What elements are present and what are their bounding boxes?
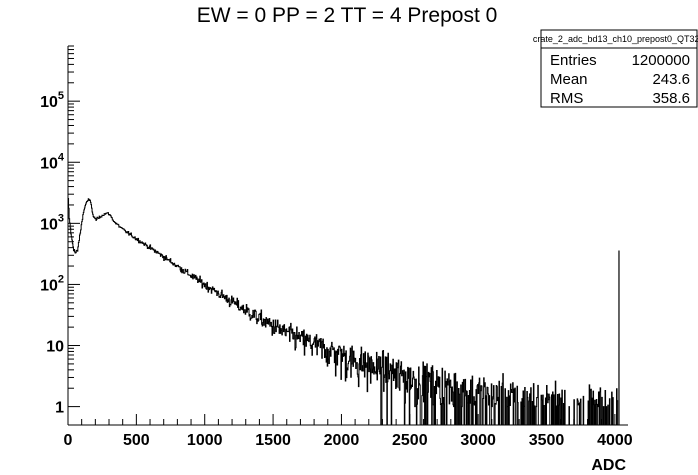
- plot-frame: [67, 46, 628, 426]
- x-tick-label: 1500: [255, 432, 291, 449]
- plot-content: [68, 197, 620, 426]
- x-tick-label: 2000: [324, 432, 360, 449]
- x-tick-label: 0: [64, 432, 73, 449]
- y-tick-label: 104: [40, 151, 65, 172]
- stats-label: RMS: [550, 90, 583, 107]
- x-tick-label: 3000: [460, 432, 496, 449]
- y-tick-label: 105: [40, 90, 64, 111]
- stats-label: Mean: [550, 71, 588, 88]
- stats-histogram-name: crate_2_adc_bd13_ch10_prepost0_QT32C: [533, 34, 698, 44]
- x-tick-label: 4000: [597, 432, 633, 449]
- y-tick-label: 10: [46, 339, 64, 356]
- x-tick-label: 500: [123, 432, 150, 449]
- x-axis: 0 500 1000 1500 2000 2500 3000 3500 4000: [64, 414, 633, 449]
- stats-value: 243.6: [652, 71, 690, 88]
- chart-title: EW = 0 PP = 2 TT = 4 Prepost 0: [197, 4, 498, 27]
- stats-box-frame: [540, 29, 698, 108]
- stats-label: Entries: [550, 52, 597, 69]
- x-tick-label: 3500: [529, 432, 565, 449]
- y-tick-label: 1: [55, 400, 64, 417]
- y-tick-label: 102: [40, 273, 64, 294]
- y-axis: 1 10 102 103 104 105: [40, 45, 80, 417]
- stats-box: crate_2_adc_bd13_ch10_prepost0_QT32C Entr…: [533, 29, 698, 108]
- y-tick-label: 103: [40, 212, 64, 233]
- histogram-line: [68, 197, 620, 426]
- x-tick-label: 2500: [392, 432, 428, 449]
- x-tick-label: 1000: [187, 432, 223, 449]
- stats-value: 358.6: [652, 90, 690, 107]
- x-axis-title: ADC: [591, 457, 626, 474]
- stats-value: 1200000: [632, 52, 690, 69]
